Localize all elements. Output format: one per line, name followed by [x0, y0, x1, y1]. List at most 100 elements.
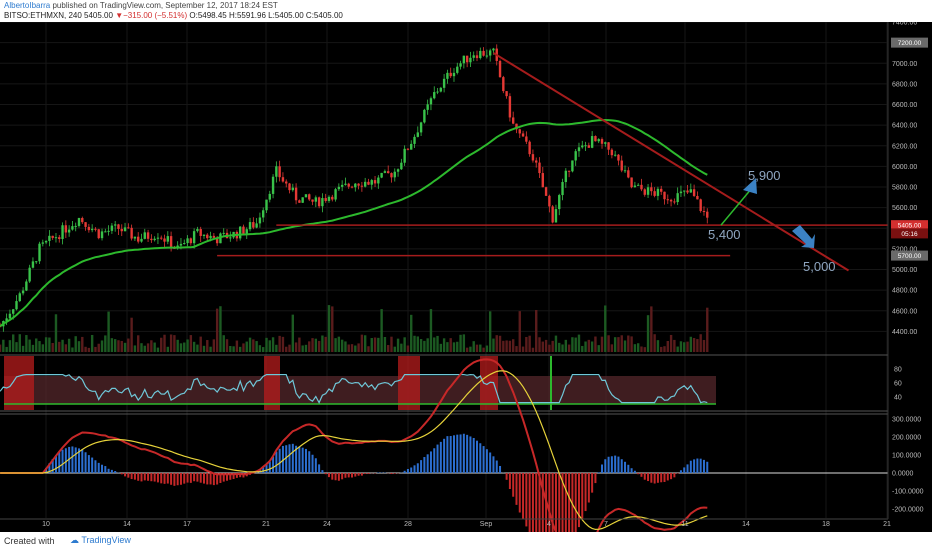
- candle-body: [219, 233, 222, 244]
- macd-histogram-bar: [531, 473, 534, 532]
- volume-bar: [564, 339, 568, 352]
- macd-histogram-bar: [77, 448, 80, 473]
- tradingview-cloud-icon[interactable]: ☁ TradingView: [70, 535, 131, 545]
- volume-bar: [623, 340, 627, 352]
- author-link[interactable]: AlbertoIbarra: [4, 1, 51, 10]
- macd-histogram-bar: [693, 459, 696, 473]
- candle-body: [268, 193, 271, 200]
- candle-body: [518, 129, 521, 134]
- symbol-label[interactable]: BITSO:ETHMXN, 240: [4, 11, 82, 20]
- macd-histogram-bar: [472, 437, 475, 473]
- volume-bar: [673, 339, 676, 352]
- candle-body: [298, 200, 301, 203]
- macd-histogram-bar: [571, 473, 574, 532]
- macd-histogram-bar: [364, 473, 367, 474]
- candle-body: [528, 141, 531, 155]
- macd-histogram-bar: [706, 461, 709, 473]
- macd-tick-label: 100.0000: [892, 453, 921, 460]
- macd-histogram-bar: [74, 447, 77, 473]
- volume-bar: [5, 346, 8, 352]
- macd-histogram-bar: [433, 448, 436, 473]
- macd-histogram-bar: [469, 436, 472, 473]
- macd-histogram-bar: [584, 473, 587, 512]
- price-tick-label: 5200.00: [892, 246, 917, 253]
- candle-body: [77, 218, 81, 226]
- date-tick-label: 7: [604, 521, 608, 528]
- candle-body: [459, 63, 462, 67]
- rsi-overbought-zone: [4, 356, 34, 410]
- volume-bar: [502, 340, 505, 352]
- candle-body: [110, 225, 114, 231]
- macd-histogram-bar: [558, 473, 561, 532]
- macd-histogram-bar: [308, 451, 311, 473]
- macd-histogram-bar: [489, 452, 492, 473]
- volume-bar: [676, 346, 679, 352]
- volume-bar: [613, 337, 617, 352]
- volume-bar: [610, 344, 614, 352]
- volume-bar: [439, 343, 443, 352]
- macd-histogram-bar: [351, 473, 354, 478]
- candle-body: [146, 232, 150, 239]
- macd-histogram-bar: [107, 468, 110, 473]
- candle-body: [449, 72, 452, 77]
- macd-histogram-bar: [479, 443, 482, 473]
- volume-bar: [0, 344, 2, 352]
- macd-histogram-bar: [222, 473, 225, 482]
- candle-body: [271, 176, 275, 194]
- macd-histogram-bar: [617, 456, 620, 473]
- candle-body: [186, 238, 189, 244]
- target-label-5000: 5,000: [803, 259, 836, 274]
- volume-bar: [442, 338, 446, 352]
- macd-histogram-bar: [683, 467, 686, 473]
- macd-histogram-bar: [97, 462, 100, 473]
- candle-body: [350, 186, 354, 188]
- candle-body: [590, 136, 594, 148]
- macd-histogram-bar: [68, 446, 71, 473]
- macd-histogram-bar: [587, 473, 590, 503]
- volume-bar: [403, 337, 406, 352]
- candle-body: [258, 217, 262, 224]
- macd-histogram-bar: [515, 473, 518, 505]
- candle-body: [35, 261, 38, 263]
- symbol-info: BITSO:ETHMXN, 240 5405.00 ▼−315.00 (−5.5…: [4, 11, 343, 20]
- candle-body: [597, 139, 600, 142]
- volume-bar: [48, 337, 51, 352]
- candle-body: [314, 197, 318, 202]
- candle-body: [308, 194, 311, 200]
- macd-histogram-bar: [367, 473, 370, 474]
- volume-bar: [367, 346, 370, 352]
- macd-histogram-bar: [512, 473, 515, 497]
- volume-bar: [383, 336, 387, 352]
- volume-bar: [518, 311, 521, 352]
- candle-body: [324, 198, 327, 201]
- volume-bar: [426, 338, 429, 352]
- rsi-tick-label: 60: [894, 381, 902, 388]
- price-tag-label: 5405.00: [898, 223, 922, 230]
- macd-histogram-bar: [686, 464, 689, 473]
- macd-histogram-bar: [71, 446, 74, 473]
- rsi-tick-label: 40: [894, 395, 902, 402]
- candle-body: [321, 198, 324, 207]
- volume-bar: [488, 311, 492, 352]
- candle-body: [538, 162, 541, 174]
- volume-bar: [25, 335, 28, 352]
- macd-histogram-bar: [416, 463, 419, 473]
- volume-bar: [627, 335, 630, 352]
- macd-histogram-bar: [229, 473, 232, 480]
- candle-body: [84, 222, 87, 227]
- price-chart[interactable]: 4400.004600.004800.005000.005200.005400.…: [0, 22, 932, 532]
- volume-bar: [281, 336, 285, 352]
- candle-body: [340, 184, 344, 187]
- candle-body: [692, 189, 696, 196]
- macd-histogram-bar: [528, 473, 531, 532]
- candle-body: [229, 237, 232, 239]
- volume-bar: [222, 335, 225, 352]
- candle-body: [571, 160, 574, 172]
- volume-bar: [373, 337, 377, 352]
- volume-bar: [229, 345, 232, 352]
- macd-histogram-bar: [156, 473, 159, 483]
- macd-histogram-bar: [485, 449, 488, 473]
- last-price: 5405.00: [84, 11, 113, 20]
- candle-body: [67, 229, 71, 233]
- candle-body: [544, 187, 548, 196]
